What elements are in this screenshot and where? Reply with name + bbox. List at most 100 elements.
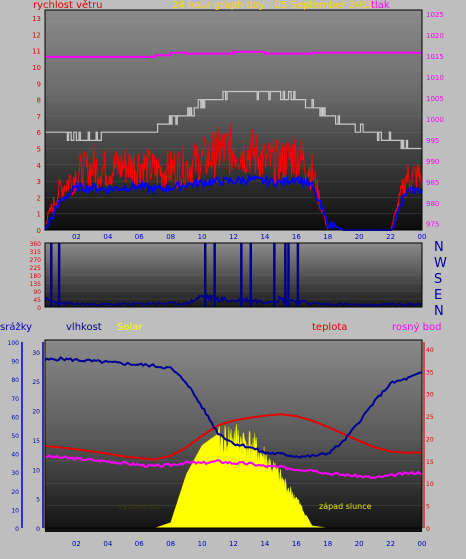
direction-tick-label: 0 xyxy=(37,305,41,312)
humidity-tick-label: 0 xyxy=(36,526,40,533)
y-tick-label: 1 xyxy=(37,211,41,219)
y2-tick-label: 1020 xyxy=(426,32,444,40)
x-tick-label: 10 xyxy=(198,540,207,548)
x-tick-label: 22 xyxy=(386,540,395,548)
temperature-tick-label: 25 xyxy=(426,414,434,421)
y2-tick-label: 1005 xyxy=(426,95,444,103)
x-tick-label: 14 xyxy=(260,233,269,241)
wind-panel-background xyxy=(45,10,422,230)
y-tick-label: 12 xyxy=(32,31,41,39)
x-tick-label: 02 xyxy=(72,540,81,548)
graph-title: 24 hour graph day : 05 September 2018 xyxy=(172,0,375,11)
x-tick-label: 00 xyxy=(418,540,427,548)
compass-e: E xyxy=(434,288,443,303)
y2-tick-label: 1015 xyxy=(426,53,444,61)
rain-tick-label: 0 xyxy=(15,526,19,533)
x-tick-label: 02 xyxy=(72,233,81,241)
y-tick-label: 5 xyxy=(37,146,41,154)
temperature-tick-label: 20 xyxy=(426,436,434,443)
x-tick-label: 20 xyxy=(355,233,364,241)
x-tick-label: 10 xyxy=(198,233,207,241)
x-tick-label: 12 xyxy=(229,540,238,548)
humidity-panel-frame xyxy=(44,339,423,529)
dew-point-line xyxy=(44,454,423,480)
rain-tick-label: 50 xyxy=(11,433,19,440)
direction-panel-frame xyxy=(44,242,423,308)
x-tick-label: 22 xyxy=(386,233,395,241)
wind-gust-line xyxy=(45,90,422,150)
humidity-tick-label: 5 xyxy=(36,497,40,504)
direction-line xyxy=(44,293,423,307)
y2-tick-label: 980 xyxy=(426,200,439,208)
x-tick-label: 08 xyxy=(166,233,175,241)
y2-tick-label: 985 xyxy=(426,179,439,187)
y-tick-label: 2 xyxy=(37,194,41,202)
wind-panel-frame xyxy=(44,9,423,231)
y2-tick-label: 990 xyxy=(426,158,439,166)
temperature-tick-label: 10 xyxy=(426,481,434,488)
compass-s: S xyxy=(434,272,443,287)
direction-tick-label: 90 xyxy=(33,289,41,296)
temperature-tick-label: 0 xyxy=(426,526,430,533)
rain-axis-label: srážky xyxy=(0,322,33,333)
humidity-tick-label: 10 xyxy=(32,467,40,474)
compass-n-top: N xyxy=(434,240,444,255)
temperature-tick-label: 15 xyxy=(426,459,434,466)
rain-tick-label: 20 xyxy=(11,489,19,496)
wind-axis-label: rychlost větru xyxy=(33,0,103,11)
x-tick-label: 12 xyxy=(229,233,238,241)
x-tick-label: 04 xyxy=(103,233,112,241)
rain-tick-label: 40 xyxy=(11,452,19,459)
y-tick-label: 9 xyxy=(37,80,41,88)
y2-tick-label: 975 xyxy=(426,221,439,229)
dew-point-axis-label: rosný bod xyxy=(392,322,442,333)
temperature-tick-label: 30 xyxy=(426,392,434,399)
direction-tick-label: 315 xyxy=(30,249,42,256)
x-tick-label: 04 xyxy=(103,540,112,548)
humidity-tick-label: 25 xyxy=(32,379,40,386)
rain-tick-label: 70 xyxy=(11,396,19,403)
humidity-line xyxy=(44,355,423,459)
rain-tick-label: 100 xyxy=(8,340,20,347)
y-tick-label: 8 xyxy=(37,97,41,105)
y2-tick-label: 1010 xyxy=(426,74,444,82)
x-tick-label: 16 xyxy=(292,233,301,241)
humidity-tick-label: 15 xyxy=(32,438,40,445)
y-tick-label: 3 xyxy=(37,178,41,186)
sunset-label: západ slunce xyxy=(319,502,372,511)
y-tick-label: 7 xyxy=(37,113,41,121)
x-tick-label: 20 xyxy=(355,540,364,548)
y-tick-label: 0 xyxy=(37,227,41,235)
humidity-axis-label: vlhkost xyxy=(66,322,102,333)
humidity-tick-label: 30 xyxy=(32,350,40,357)
rain-tick-label: 10 xyxy=(11,507,19,514)
compass-w: W xyxy=(434,256,447,271)
pressure-line xyxy=(45,50,422,58)
direction-tick-label: 270 xyxy=(30,257,42,264)
temperature-tick-label: 40 xyxy=(426,347,434,354)
direction-tick-label: 225 xyxy=(30,265,42,272)
rain-tick-label: 30 xyxy=(11,470,19,477)
x-tick-label: 00 xyxy=(418,233,427,241)
y2-tick-label: 1025 xyxy=(426,11,444,19)
direction-tick-label: 360 xyxy=(30,241,42,248)
temperature-line xyxy=(44,413,422,461)
y-tick-label: 13 xyxy=(32,15,41,23)
temperature-axis-label: teplota xyxy=(312,322,348,333)
x-tick-label: 16 xyxy=(292,540,301,548)
x-tick-label: 14 xyxy=(260,540,269,548)
y-tick-label: 10 xyxy=(32,64,41,72)
solar-axis-label: Solar xyxy=(117,322,143,333)
x-tick-label: 06 xyxy=(135,540,144,548)
y2-tick-label: 1000 xyxy=(426,116,444,124)
direction-tick-label: 45 xyxy=(33,297,41,304)
pressure-axis-label: tlak xyxy=(371,0,390,11)
x-tick-label: 18 xyxy=(323,540,332,548)
x-tick-label: 18 xyxy=(323,233,332,241)
y-tick-label: 4 xyxy=(37,162,42,170)
x-tick-label: 08 xyxy=(166,540,175,548)
y2-tick-label: 995 xyxy=(426,137,439,145)
sunrise-label: východ slu xyxy=(118,502,161,511)
temperature-tick-label: 5 xyxy=(426,504,430,511)
